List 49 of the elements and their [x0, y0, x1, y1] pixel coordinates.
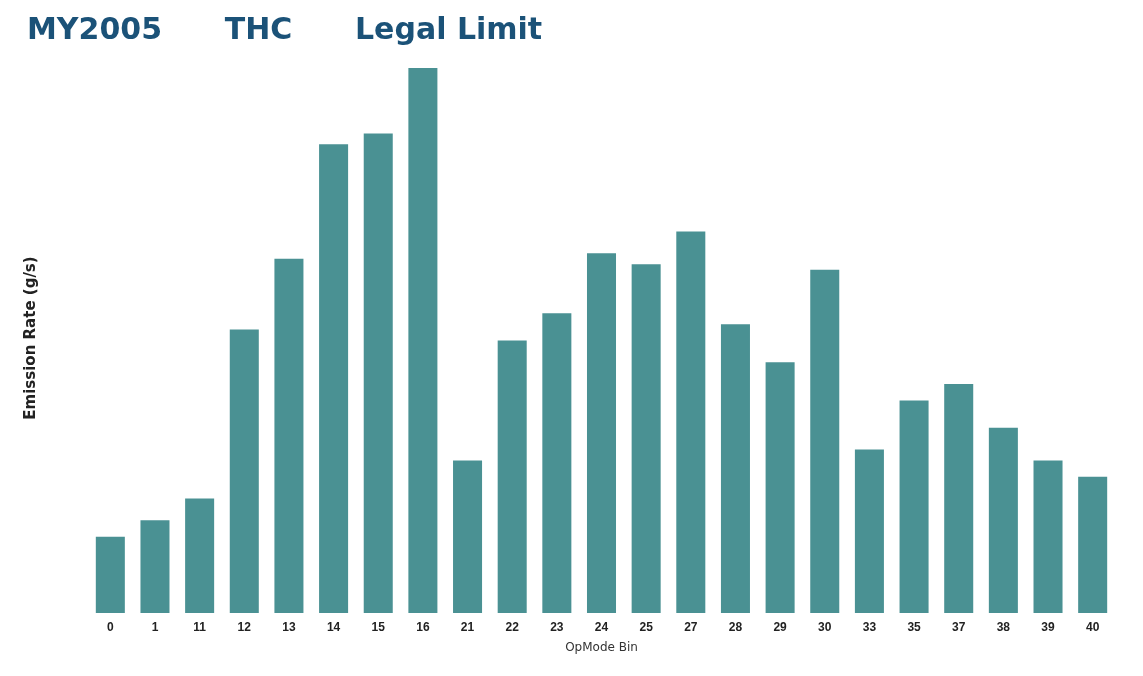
bar — [408, 68, 438, 613]
x-tick-label: 29 — [773, 620, 788, 634]
bar — [854, 449, 884, 613]
x-tick-label: 27 — [684, 620, 698, 634]
x-axis-title: OpMode Bin — [565, 640, 638, 654]
bar — [988, 427, 1018, 613]
x-tick-label: 12 — [237, 620, 252, 634]
x-tick-label: 1 — [151, 620, 159, 634]
x-tick-label: 11 — [193, 620, 207, 634]
bar — [944, 384, 974, 613]
x-tick-label: 16 — [416, 620, 430, 634]
bar — [497, 340, 527, 613]
x-tick-label: 37 — [952, 620, 966, 634]
bar — [676, 231, 706, 613]
y-axis-title: Emission Rate (g/s) — [20, 256, 39, 420]
x-tick-label: 0 — [106, 620, 114, 634]
bar — [542, 313, 572, 613]
bar — [1033, 460, 1063, 613]
x-tick-label: 14 — [326, 620, 341, 634]
bar — [1078, 476, 1108, 613]
x-tick-label: 30 — [818, 620, 832, 634]
bar — [586, 253, 617, 613]
bar — [185, 498, 215, 613]
bar — [95, 536, 125, 613]
x-tick-label: 25 — [639, 620, 654, 634]
bar — [810, 269, 840, 613]
x-tick-label: 38 — [996, 620, 1011, 634]
bar — [765, 362, 795, 613]
bar — [319, 144, 349, 613]
x-tick-label: 13 — [282, 620, 296, 634]
x-tick-label: 24 — [594, 620, 609, 634]
x-tick-label: 39 — [1041, 620, 1056, 634]
x-tick-label: 15 — [371, 620, 386, 634]
bar — [274, 258, 304, 613]
bar — [140, 520, 170, 613]
bar — [229, 329, 259, 613]
x-tick-label: 33 — [862, 620, 877, 634]
x-tick-label: 40 — [1085, 620, 1100, 634]
x-tick-label: 28 — [728, 620, 743, 634]
bar — [631, 264, 661, 613]
x-tick-label: 35 — [907, 620, 922, 634]
x-tick-label: 22 — [505, 620, 520, 634]
chart-title: MY2005 THC Legal Limit — [27, 10, 543, 46]
bar — [363, 133, 393, 613]
bar — [899, 400, 929, 613]
bar — [720, 324, 750, 613]
x-tick-label: 23 — [550, 620, 564, 634]
bar — [453, 460, 483, 613]
x-tick-label: 21 — [460, 620, 475, 634]
